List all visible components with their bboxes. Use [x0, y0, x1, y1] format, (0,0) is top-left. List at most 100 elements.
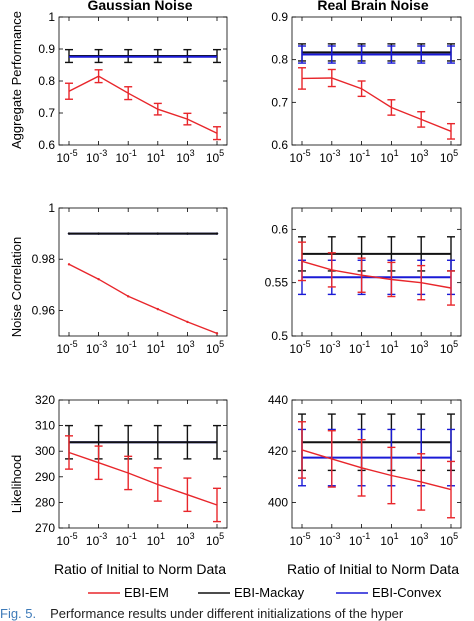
x-tick-label: 10-5	[56, 148, 77, 165]
x-tick-label: 10-1	[116, 531, 137, 548]
x-tick-label: 10-1	[349, 148, 370, 165]
y-tick-label: 280	[35, 495, 55, 509]
x-tick-label: 103	[176, 148, 194, 165]
panel-gaussian-likelihood: 270 280 290 300 310 320 10-5 10-3 10-1 101 103 105	[35, 393, 228, 548]
series-em	[298, 67, 455, 140]
caption-label: Fig. 5.	[0, 606, 37, 621]
x-tick-label: 101	[147, 531, 165, 548]
panels-group: 0.6 0.7 0.8 0.9 1 10-5 10-3 10-1 101 103 105 0.6 0.7…	[32, 10, 462, 548]
legend-label-em: EBI-EM	[124, 585, 169, 600]
x-tick-label: 105	[206, 148, 224, 165]
x-tick-label: 105	[440, 531, 458, 548]
series-em	[65, 435, 221, 523]
x-tick-label: 105	[206, 339, 224, 356]
series-mackay	[65, 424, 221, 460]
x-tick-label: 10-3	[319, 531, 340, 548]
series-line-em	[68, 75, 218, 134]
data-point	[127, 295, 130, 298]
y-tick-label: 420	[268, 444, 288, 458]
x-tick-label: 10-3	[86, 148, 107, 165]
series-convex	[298, 45, 455, 64]
data-point	[156, 307, 159, 311]
series-em	[298, 421, 455, 519]
column-title-brain: Real Brain Noise	[317, 0, 428, 13]
x-tick-label: 10-1	[349, 531, 370, 548]
y-tick-label: 0.9	[38, 42, 55, 56]
series-line-em	[68, 451, 218, 506]
y-tick-label: 0.8	[38, 74, 55, 88]
ylabel-noise-correlation: Noise Correlation	[9, 237, 24, 337]
y-tick-label: 0.5	[271, 329, 288, 343]
legend-label-convex: EBI-Convex	[372, 585, 442, 600]
x-tick-label: 10-1	[116, 148, 137, 165]
column-title-gaussian: Gaussian Noise	[87, 0, 192, 13]
x-tick-label: 101	[147, 148, 165, 165]
y-tick-label: 320	[35, 393, 55, 407]
y-tick-label: 0.9	[271, 10, 288, 24]
ylabel-likelihood: Likelihood	[9, 455, 24, 514]
series-mackay	[298, 236, 455, 272]
y-tick-label: 0.6	[38, 138, 55, 152]
data-point	[67, 232, 71, 235]
xlabel-left: Ratio of Initial to Norm Data	[54, 561, 226, 577]
series-mackay	[298, 43, 455, 62]
figure-canvas: Gaussian Noise Real Brain Noise Aggregat…	[9, 0, 462, 600]
x-tick-label: 10-5	[56, 339, 77, 356]
x-tick-label: 103	[410, 339, 428, 356]
y-tick-label: 440	[268, 393, 288, 407]
x-tick-label: 101	[147, 339, 165, 356]
series-line-em	[301, 260, 452, 289]
x-tick-label: 105	[206, 531, 224, 548]
data-point	[97, 232, 100, 235]
y-tick-label: 290	[35, 470, 55, 484]
y-tick-label: 0.6	[271, 222, 288, 236]
figure-caption: Fig. 5. Performance results under differe…	[0, 606, 474, 621]
x-tick-label: 10-5	[56, 531, 77, 548]
x-tick-label: 101	[380, 339, 398, 356]
x-tick-label: 105	[440, 148, 458, 165]
x-tick-label: 10-3	[319, 339, 340, 356]
y-tick-label: 1	[48, 201, 55, 215]
caption-text: Performance results under different init…	[50, 606, 404, 621]
y-tick-label: 0.6	[271, 138, 288, 152]
y-tick-label: 0.7	[38, 106, 55, 120]
x-tick-label: 103	[176, 531, 194, 548]
x-tick-label: 10-1	[349, 339, 370, 356]
xlabel-right: Ratio of Initial to Norm Data	[287, 561, 459, 577]
panel-gaussian-aggregate: 0.6 0.7 0.8 0.9 1 10-5 10-3 10-1 101 103 105	[38, 10, 228, 165]
legend-label-mackay: EBI-Mackay	[234, 585, 305, 600]
series-em	[298, 241, 455, 306]
y-tick-label: 0.96	[32, 303, 56, 317]
axes-box	[58, 207, 228, 337]
y-tick-label: 310	[35, 419, 55, 433]
data-point	[186, 320, 189, 324]
y-tick-label: 300	[35, 444, 55, 458]
axes-box	[291, 399, 462, 529]
x-tick-label: 10-5	[289, 148, 310, 165]
x-tick-label: 10-1	[116, 339, 137, 356]
y-tick-label: 0.55	[265, 276, 289, 290]
y-tick-label: 400	[268, 495, 288, 509]
data-point	[127, 232, 130, 235]
y-tick-label: 0.7	[271, 95, 288, 109]
series-line-em	[68, 263, 218, 335]
series-convex	[298, 428, 455, 487]
x-tick-label: 10-5	[289, 531, 310, 548]
y-tick-label: 1	[48, 10, 55, 24]
x-tick-label: 10-3	[86, 531, 107, 548]
x-tick-label: 103	[176, 339, 194, 356]
data-point	[215, 232, 219, 235]
data-point	[215, 332, 219, 335]
series-mackay	[298, 413, 455, 472]
data-point	[67, 263, 71, 266]
x-tick-label: 101	[380, 148, 398, 165]
series-line-em	[301, 449, 452, 491]
series-line-em	[301, 77, 452, 132]
y-tick-label: 0.8	[271, 53, 288, 67]
x-tick-label: 103	[410, 531, 428, 548]
legend: EBI-EM EBI-Mackay EBI-Convex	[88, 585, 442, 600]
x-tick-label: 103	[410, 148, 428, 165]
x-tick-label: 10-3	[86, 339, 107, 356]
ylabel-aggregate: Aggregate Performance	[9, 11, 24, 149]
x-tick-label: 10-3	[319, 148, 340, 165]
